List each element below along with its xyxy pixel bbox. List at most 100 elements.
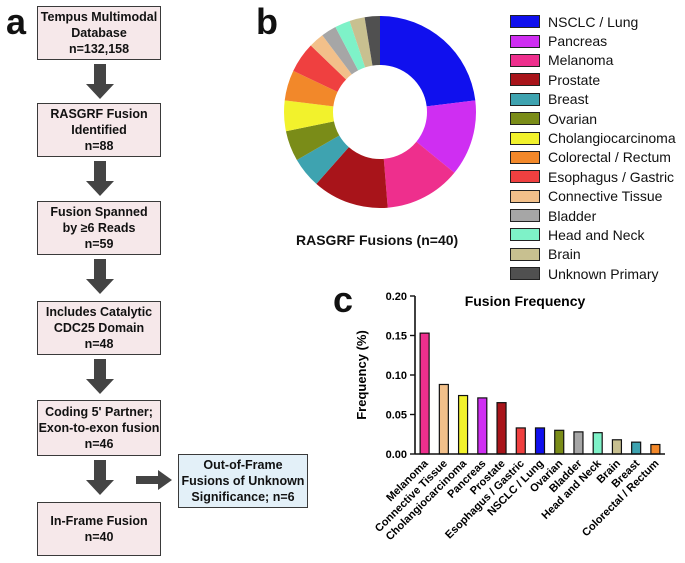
legend-swatch [510, 247, 540, 261]
donut-slice [364, 16, 380, 66]
panel-label-a: a [6, 1, 27, 42]
legend-swatch [510, 189, 540, 203]
flow-step-line: Fusions of Unknown [181, 474, 305, 488]
bar-chart: Fusion Frequency Frequency (%) 0.00 0.05 0.1… [354, 291, 665, 543]
flow-step-line: Significance; n=6 [191, 490, 295, 504]
flow-step-line: RASGRF Fusion [50, 107, 148, 121]
legend-label: Bladder [548, 207, 597, 224]
flow-step-line: CDC25 Domain [53, 321, 145, 335]
donut-slice [380, 16, 476, 107]
legend-label: NSCLC / Lung [548, 13, 639, 30]
legend-item: Breast [510, 90, 676, 109]
legend-item: Cholangiocarcinoma [510, 128, 676, 147]
donut-slice [322, 26, 359, 75]
flow-step-line: n=88 [84, 139, 114, 153]
donut-slice [296, 135, 349, 184]
donut-slice [383, 141, 455, 208]
bar [438, 383, 449, 455]
legend-item: Colorectal / Rectum [510, 148, 676, 167]
legend-label: Colorectal / Rectum [548, 149, 671, 166]
donut-slice [335, 20, 366, 71]
flow-step-line: n=132,158 [68, 42, 130, 56]
flow-step-line: Out-of-Frame [203, 458, 283, 472]
legend-label: Pancreas [548, 33, 608, 50]
donut-slice [416, 100, 476, 173]
legend-swatch [510, 228, 540, 242]
legend-label: Melanoma [548, 52, 614, 69]
legend-item: Brain [510, 245, 676, 264]
bar [554, 429, 565, 455]
panel-label-b: b [256, 1, 278, 42]
legend-label: Cholangiocarcinoma [548, 130, 676, 147]
legend-item: Esophagus / Gastric [510, 167, 676, 186]
legend-swatch [510, 209, 540, 223]
flow-step-database: Tempus Multimodal Database n=132,158 [37, 6, 161, 60]
y-tick-label: 0.00 [386, 449, 407, 461]
bar [457, 394, 469, 455]
legend-swatch [510, 112, 540, 126]
legend-item: Prostate [510, 70, 676, 89]
legend-label: Unknown Primary [548, 265, 659, 282]
legend-swatch [510, 53, 540, 67]
flow-step-line: Includes Catalytic [45, 305, 153, 319]
legend-item: Unknown Primary [510, 264, 676, 283]
legend-swatch [510, 150, 540, 164]
legend-swatch [510, 34, 540, 48]
flow-step-line: n=59 [84, 237, 114, 251]
bar [496, 402, 507, 455]
donut-slice [293, 45, 347, 92]
flow-step-spanned-reads: Fusion Spanned by ≥6 Reads n=59 [37, 201, 161, 255]
flow-step-line: by ≥6 Reads [62, 221, 136, 235]
donut-slice [284, 100, 334, 132]
legend-item: NSCLC / Lung [510, 12, 676, 31]
donut-legend: NSCLC / Lung Pancreas Melanoma Prostate Brea… [510, 12, 676, 283]
bar [573, 431, 584, 455]
arrow-down-icon [86, 64, 114, 99]
flow-step-line: Identified [71, 123, 127, 137]
bar [419, 332, 430, 455]
flow-step-line: Tempus Multimodal [40, 10, 158, 24]
bar [515, 427, 526, 455]
flow-step-line: n=40 [84, 530, 114, 544]
legend-label: Connective Tissue [548, 188, 663, 205]
donut-slice [284, 70, 338, 107]
flow-step-line: In-Frame Fusion [50, 514, 148, 528]
legend-swatch [510, 170, 540, 184]
donut-chart [284, 16, 476, 209]
bar [631, 441, 642, 455]
bar [592, 432, 603, 455]
legend-label: Esophagus / Gastric [548, 168, 675, 185]
bar [477, 397, 488, 455]
flow-step-coding-partner: Coding 5' Partner; Exon-to-exon fusion n… [37, 400, 161, 456]
flow-step-fusion-identified: RASGRF Fusion Identified n=88 [37, 103, 161, 157]
donut-slice [285, 121, 340, 160]
flow-step-line: Exon-to-exon fusion [38, 421, 160, 435]
panel-label-c: c [333, 279, 354, 320]
legend-item: Bladder [510, 206, 676, 225]
donut-chart-title: RASGRF Fusions (n=40) [296, 232, 459, 248]
arrow-down-icon [86, 359, 114, 394]
legend-item: Ovarian [510, 109, 676, 128]
legend-swatch [510, 92, 540, 106]
legend-item: Melanoma [510, 51, 676, 70]
bar-chart-title: Fusion Frequency [465, 293, 586, 309]
flow-side-out-of-frame: Out-of-Frame Fusions of Unknown Signific… [178, 454, 308, 508]
bar [611, 439, 623, 455]
y-tick-label: 0.20 [386, 291, 407, 303]
legend-item: Pancreas [510, 31, 676, 50]
legend-label: Brain [548, 246, 581, 263]
flow-step-line: n=46 [84, 437, 114, 451]
legend-label: Ovarian [548, 110, 598, 127]
legend-swatch [510, 131, 540, 145]
legend-swatch [510, 73, 540, 87]
y-tick-label: 0.15 [386, 331, 407, 343]
flow-step-cdc25-domain: Includes Catalytic CDC25 Domain n=48 [37, 301, 161, 355]
legend-swatch [510, 267, 540, 281]
legend-swatch [510, 15, 540, 29]
donut-slice [316, 147, 388, 209]
flow-step-line: Database [71, 26, 127, 40]
y-tick-label: 0.05 [386, 410, 407, 422]
legend-item: Connective Tissue [510, 187, 676, 206]
donut-slice [310, 35, 352, 80]
flow-step-line: Coding 5' Partner; [45, 405, 153, 419]
